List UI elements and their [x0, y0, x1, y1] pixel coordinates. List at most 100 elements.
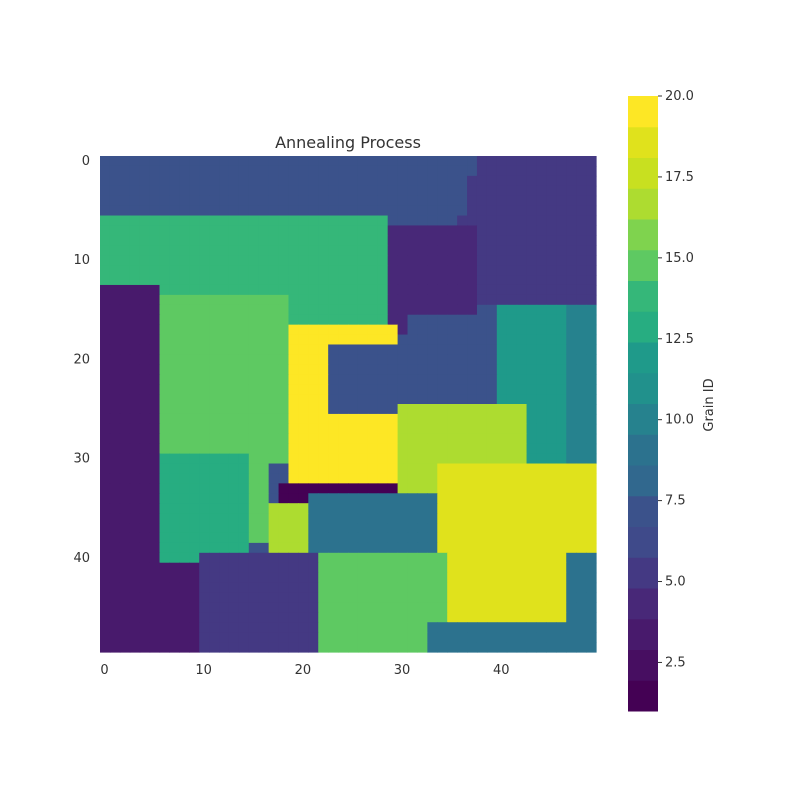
heatmap-cell [348, 284, 359, 296]
heatmap-cell [387, 384, 399, 395]
heatmap-cell [119, 612, 131, 623]
heatmap-cell [476, 523, 488, 534]
heatmap-cell [228, 602, 240, 613]
heatmap-cell [308, 602, 319, 613]
heatmap-cell [288, 483, 299, 494]
heatmap-cell [536, 205, 547, 217]
heatmap-cell [476, 413, 488, 425]
heatmap-cell [437, 542, 448, 554]
heatmap-cell [407, 532, 419, 544]
heatmap-cell [298, 215, 309, 227]
heatmap-cell [338, 542, 349, 554]
heatmap-cell [476, 175, 488, 187]
heatmap-cell [556, 562, 567, 574]
heatmap-cell [179, 255, 190, 266]
heatmap-cell [179, 185, 190, 197]
heatmap-cell [318, 324, 329, 336]
heatmap-cell [476, 463, 488, 475]
heatmap-cell [298, 602, 309, 613]
heatmap-cell [268, 225, 280, 236]
heatmap-cell [308, 205, 319, 217]
heatmap-cell [248, 453, 260, 465]
heatmap-cell [169, 304, 180, 316]
heatmap-cell [516, 255, 528, 266]
heatmap-cell [199, 453, 210, 465]
heatmap-cell [536, 394, 547, 405]
heatmap-cell [268, 582, 280, 594]
heatmap-cell [209, 165, 220, 177]
heatmap-cell [278, 354, 290, 365]
heatmap-cell [526, 284, 538, 296]
heatmap-cell [109, 384, 121, 395]
heatmap-cell [258, 364, 270, 375]
heatmap-cell [496, 165, 508, 177]
heatmap-cell [407, 255, 419, 266]
heatmap-cell [238, 205, 250, 217]
heatmap-cell [516, 473, 528, 484]
heatmap-cell [318, 632, 329, 643]
heatmap-cell [189, 205, 200, 217]
heatmap-cell [199, 235, 210, 246]
heatmap-cell [298, 443, 309, 455]
heatmap-cell [496, 175, 508, 187]
heatmap-cell [169, 582, 180, 594]
heatmap-cell [417, 156, 428, 167]
heatmap-cell [526, 215, 538, 227]
heatmap-cell [536, 423, 547, 435]
heatmap-cell [109, 275, 121, 286]
heatmap-cell [576, 493, 587, 504]
heatmap-cell [308, 284, 319, 296]
heatmap-cell [387, 265, 399, 276]
heatmap-cell [348, 394, 359, 405]
heatmap-cell [566, 552, 577, 564]
heatmap-cell [238, 562, 250, 574]
heatmap-cell [189, 423, 200, 435]
heatmap-cell [536, 314, 547, 326]
heatmap-cell [556, 275, 567, 286]
heatmap-cell [496, 344, 508, 355]
heatmap-cell [298, 275, 309, 286]
heatmap-cell [119, 175, 131, 187]
heatmap-cell [129, 284, 141, 296]
heatmap-cell [367, 433, 379, 445]
heatmap-cell [387, 473, 399, 484]
heatmap-cell [486, 513, 498, 524]
heatmap-cell [209, 483, 220, 494]
heatmap-cell [457, 284, 468, 296]
heatmap-cell [308, 503, 319, 514]
heatmap-cell [516, 612, 528, 623]
heatmap-cell [348, 523, 359, 534]
heatmap-cell [516, 542, 528, 554]
heatmap-cell [397, 265, 409, 276]
heatmap-cell [119, 294, 131, 306]
colorbar-segment [628, 618, 658, 650]
heatmap-cell [467, 205, 478, 217]
heatmap-cell [586, 404, 597, 415]
heatmap-cell [219, 156, 230, 167]
heatmap-cell [139, 215, 151, 227]
heatmap-cell [546, 622, 557, 633]
heatmap-cell [496, 245, 508, 256]
heatmap-cell [417, 354, 428, 365]
heatmap-cell [209, 205, 220, 217]
heatmap-cell [209, 503, 220, 514]
heatmap-cell [576, 622, 587, 633]
heatmap-cell [209, 552, 220, 564]
heatmap-cell [169, 463, 180, 475]
heatmap-cell [258, 304, 270, 316]
heatmap-cell [219, 334, 230, 346]
heatmap-cell [308, 582, 319, 594]
heatmap-cell [179, 156, 190, 167]
heatmap-cell [288, 205, 299, 217]
heatmap-cell [338, 453, 349, 465]
heatmap-cell [169, 354, 180, 365]
heatmap-cell [397, 473, 409, 484]
heatmap-cell [119, 324, 131, 336]
heatmap-cell [199, 314, 210, 326]
heatmap-cell [437, 304, 448, 316]
heatmap-cell [298, 513, 309, 524]
heatmap-cell [159, 562, 171, 574]
heatmap-cell [526, 394, 538, 405]
heatmap-cell [457, 443, 468, 455]
heatmap-cell [338, 463, 349, 475]
